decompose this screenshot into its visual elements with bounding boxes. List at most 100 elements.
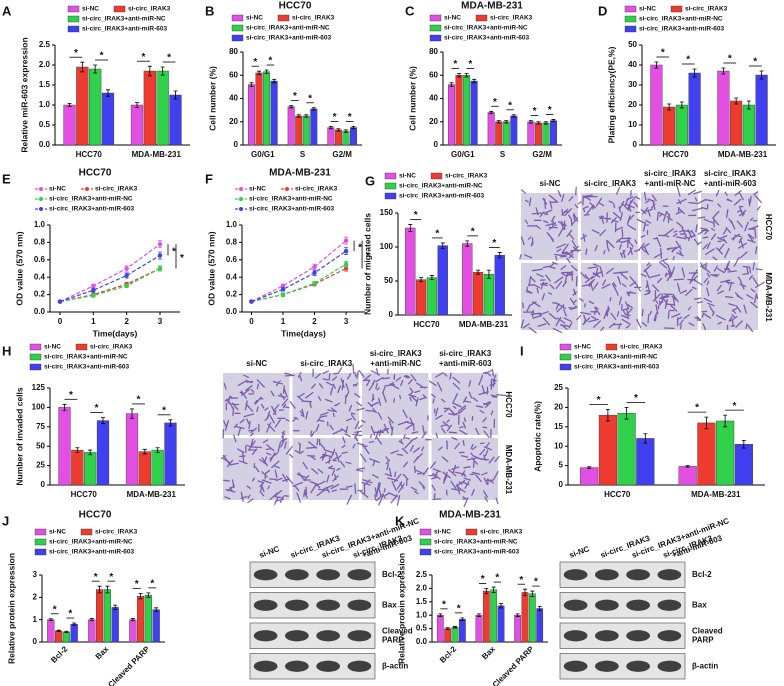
error-bar: [741, 439, 746, 449]
y-tick-label: 0: [389, 310, 394, 319]
error-bar: [449, 82, 454, 87]
y-tick-label: 0.0: [34, 307, 46, 316]
significance-mark: *: [308, 93, 312, 104]
y-tick-label: 10: [628, 120, 637, 129]
blot-band: [626, 660, 650, 672]
bar: [70, 623, 78, 643]
bar: [534, 122, 542, 146]
bar: [448, 84, 455, 146]
blot-band: [285, 630, 309, 642]
micrograph-texture: [636, 185, 702, 262]
bar: [88, 619, 96, 643]
legend-label: si-NC: [434, 529, 451, 536]
legend-label: si-circ_IRAK3+anti-miR-NC: [246, 25, 330, 32]
x-tick-label: 2: [312, 317, 317, 326]
blot-band: [285, 569, 309, 581]
point: [343, 248, 349, 254]
blot-band: [347, 599, 372, 611]
bar: [730, 100, 743, 146]
bar: [463, 75, 471, 146]
legend-swatch: [429, 24, 442, 32]
legend-label: si-NC: [249, 186, 266, 193]
x-tick-label: Cleaved PARP: [491, 644, 536, 686]
bar: [542, 122, 550, 146]
error-bar: [97, 585, 102, 594]
error-bar: [328, 126, 333, 130]
error-bar: [465, 240, 470, 247]
bar: [164, 422, 177, 486]
x-tick-label: Bcl-2: [438, 644, 459, 665]
legend-swatch: [670, 5, 683, 13]
bar: [415, 279, 427, 316]
y-tick-label: 25: [36, 461, 45, 470]
bar: [270, 80, 278, 146]
y-tick-label: 0.4: [34, 272, 46, 281]
significance-mark: *: [733, 401, 737, 412]
y-tick-label: 3: [33, 570, 38, 579]
y-tick-label: 0: [559, 480, 564, 489]
panel-letter: I: [520, 343, 524, 358]
bar: [663, 106, 676, 146]
bar: [169, 94, 182, 146]
legend-label: si-circ_IRAK3+anti-miR-603: [399, 193, 484, 200]
x-tick-label: HCC70: [604, 490, 631, 499]
error-bar: [504, 120, 509, 124]
bar: [527, 121, 535, 146]
bar: [495, 121, 503, 146]
series-line: [251, 240, 347, 303]
error-bar: [311, 107, 316, 111]
micrograph-texture: [428, 436, 500, 508]
blot-band: [657, 599, 682, 611]
panel-letter: C: [405, 3, 415, 18]
bar: [580, 467, 599, 486]
bar: [151, 449, 164, 486]
point: [343, 238, 349, 243]
y-tick-label: 15: [554, 422, 563, 431]
x-tick-label: Bax: [94, 644, 111, 661]
error-bar: [105, 89, 110, 97]
blot-band: [626, 599, 650, 611]
legend-marker: [39, 207, 43, 211]
point: [249, 299, 254, 304]
error-bar: [272, 78, 277, 84]
legend-swatch: [231, 14, 244, 22]
micrograph-column-label: +anti-miR-603: [439, 359, 492, 368]
bar: [470, 80, 478, 146]
point: [312, 270, 317, 276]
bar: [697, 422, 716, 486]
legend-label: si-circ_IRAK3+anti-miR-603: [49, 206, 134, 213]
blot-band: [253, 630, 278, 642]
error-bar: [105, 585, 110, 594]
legend-swatch: [624, 5, 637, 13]
legend-label: si-NC: [49, 529, 66, 536]
legend-label: si-NC: [44, 344, 61, 351]
bar: [47, 619, 55, 643]
error-bar: [704, 416, 709, 430]
y-tick-label: 75: [36, 422, 45, 431]
bar: [156, 70, 169, 146]
bar: [755, 74, 768, 146]
blot-band: [285, 599, 309, 611]
blot-band: [626, 630, 650, 642]
bar: [717, 70, 730, 146]
legend-swatch: [29, 353, 42, 361]
panel-letter: B: [205, 3, 214, 18]
x-tick-label: MDA-MB-231: [459, 320, 509, 329]
chart-title: MDA-MB-231: [439, 510, 501, 521]
blot-row-label: Bax: [692, 600, 707, 609]
y-tick-label: 30: [628, 80, 637, 89]
y-axis-label: OD value (570 nm): [14, 231, 24, 305]
error-bar: [734, 97, 739, 105]
micrograph-texture: [355, 430, 435, 506]
bar: [89, 68, 102, 146]
blot-band: [657, 569, 682, 581]
micrograph-texture: [519, 186, 582, 267]
legend-marker: [39, 187, 43, 191]
legend-label: si-circ_IRAK3+anti-miR-603: [49, 549, 134, 556]
chart-title: MDA-MB-231: [461, 1, 523, 12]
bar: [536, 608, 544, 643]
point: [157, 241, 163, 247]
significance-mark: *: [150, 579, 154, 590]
bar: [327, 127, 335, 146]
legend-swatch: [67, 15, 80, 23]
